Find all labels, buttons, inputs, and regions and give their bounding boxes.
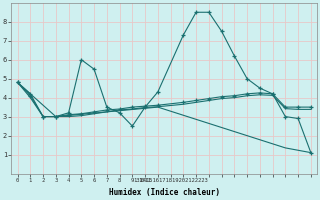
X-axis label: Humidex (Indice chaleur): Humidex (Indice chaleur) [109,188,220,197]
